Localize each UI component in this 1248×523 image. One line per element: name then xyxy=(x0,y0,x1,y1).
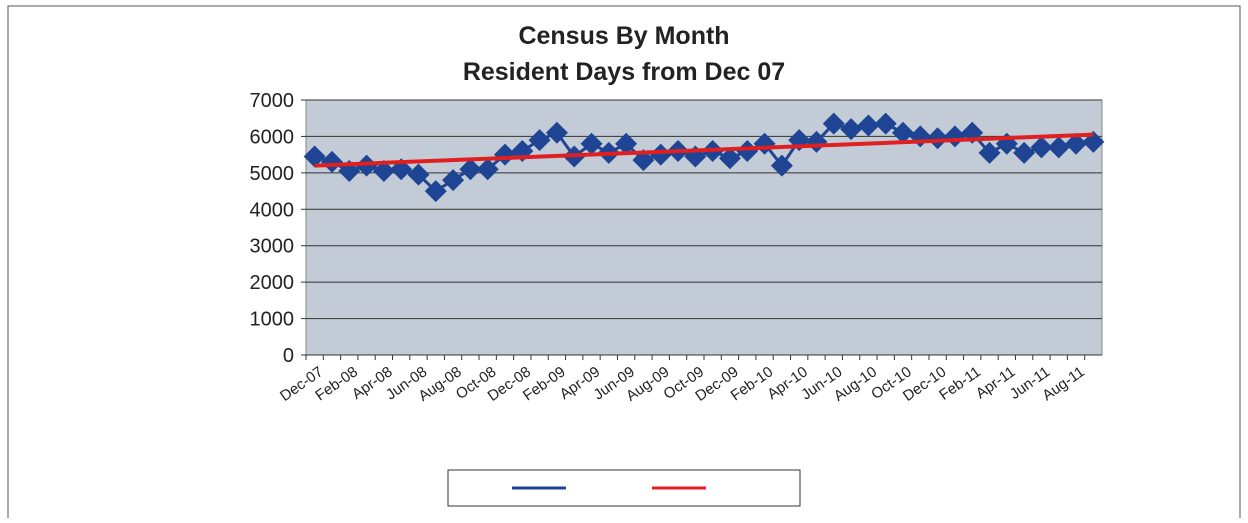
data-point xyxy=(1030,136,1053,159)
y-tick-label: 7000 xyxy=(250,90,295,112)
chart-title: Census By Month xyxy=(518,22,729,50)
data-point xyxy=(892,121,914,144)
data-point xyxy=(442,169,465,192)
data-point xyxy=(528,129,551,152)
data-point xyxy=(1047,136,1070,159)
data-point xyxy=(476,158,499,181)
data-point xyxy=(459,158,482,181)
y-tick-label: 6000 xyxy=(250,126,295,148)
y-tick-label: 0 xyxy=(283,345,294,367)
data-point xyxy=(355,154,378,177)
y-tick-label: 5000 xyxy=(250,163,295,185)
data-point xyxy=(926,127,949,150)
trend-line xyxy=(314,132,1094,168)
y-tick-label: 1000 xyxy=(250,309,295,331)
data-point xyxy=(545,121,568,144)
plot-area xyxy=(305,99,1103,356)
data-point xyxy=(303,145,326,168)
y-tick-label: 3000 xyxy=(250,236,295,258)
data-point xyxy=(874,112,897,135)
data-point xyxy=(407,163,430,186)
data-point xyxy=(615,132,638,155)
data-point xyxy=(978,141,1001,164)
data-point xyxy=(840,118,863,141)
data-point xyxy=(857,114,880,137)
data-point xyxy=(718,147,741,170)
data-point xyxy=(320,150,343,173)
data-point xyxy=(580,132,603,155)
data-point xyxy=(1065,132,1088,155)
data-point xyxy=(736,140,759,162)
legend xyxy=(447,469,801,507)
data-point xyxy=(372,160,395,183)
y-tick-label: 2000 xyxy=(250,272,295,294)
data-point xyxy=(424,180,447,203)
data-point xyxy=(1013,141,1036,164)
y-tick-label: 4000 xyxy=(250,199,295,221)
data-point xyxy=(822,112,845,135)
data-point xyxy=(649,143,672,166)
data-point xyxy=(770,154,793,177)
chart-subtitle: Resident Days from Dec 07 xyxy=(463,58,785,86)
